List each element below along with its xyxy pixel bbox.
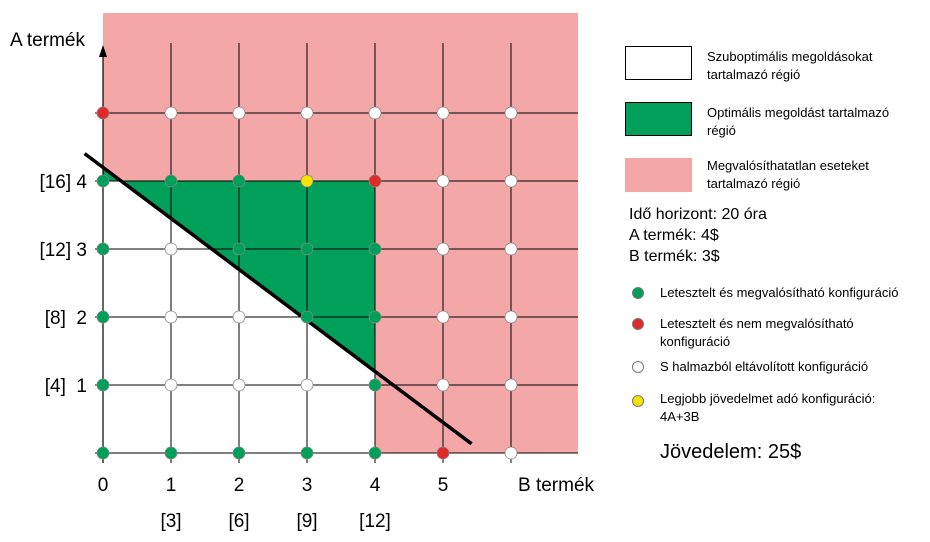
config-point-feasible [96, 174, 110, 188]
config-point-eliminated [300, 378, 314, 392]
config-point-feasible [96, 242, 110, 256]
config-point-feasible [96, 378, 110, 392]
config-point-feasible [368, 446, 382, 460]
configuration-points [96, 106, 518, 460]
x-tick-label: 1 [166, 475, 177, 496]
y-tick-label: [8] 2 [45, 308, 87, 329]
config-point-infeasible [368, 174, 382, 188]
config-point-feasible [300, 242, 314, 256]
config-point-feasible [232, 446, 246, 460]
config-point-eliminated [504, 378, 518, 392]
config-point-eliminated [436, 174, 450, 188]
y-axis-arrow [99, 45, 107, 57]
config-point-eliminated [300, 106, 314, 120]
config-point-feasible [232, 174, 246, 188]
config-point-feasible [368, 310, 382, 324]
axis-labels: A termék B termék 0 1 2 3 4 5 [3] [6] [9] [12] [4] 1… [10, 30, 595, 532]
config-point-feasible [300, 446, 314, 460]
x-sub-tick-label: [6] [228, 511, 249, 532]
config-point-eliminated [164, 310, 178, 324]
config-point-eliminated [504, 310, 518, 324]
y-axis-title: A termék [10, 30, 85, 51]
config-point-eliminated [504, 174, 518, 188]
y-tick-label: [16] 4 [39, 172, 87, 193]
config-point-eliminated [436, 378, 450, 392]
config-point-infeasible [96, 106, 110, 120]
x-tick-label: 4 [370, 475, 381, 496]
config-point-feasible [96, 310, 110, 324]
config-point-eliminated [504, 242, 518, 256]
x-sub-tick-label: [12] [359, 511, 391, 532]
config-point-eliminated [164, 378, 178, 392]
x-sub-tick-label: [9] [296, 511, 317, 532]
x-axis-title: B termék [518, 475, 595, 496]
config-point-eliminated [232, 310, 246, 324]
config-point-feasible [368, 242, 382, 256]
config-point-eliminated [164, 106, 178, 120]
config-point-eliminated [504, 446, 518, 460]
config-point-feasible [368, 378, 382, 392]
config-point-feasible [164, 446, 178, 460]
config-point-feasible [96, 446, 110, 460]
config-point-eliminated [436, 242, 450, 256]
config-point-eliminated [436, 106, 450, 120]
x-tick-label: 5 [438, 475, 449, 496]
y-tick-label: [4] 1 [45, 376, 87, 397]
y-tick-label: [12] 3 [39, 240, 87, 261]
constraint-line [83, 152, 473, 446]
x-tick-label: 3 [302, 475, 313, 496]
config-point-eliminated [436, 310, 450, 324]
config-point-eliminated [232, 378, 246, 392]
config-point-eliminated [504, 106, 518, 120]
config-point-feasible [300, 310, 314, 324]
config-point-eliminated [368, 106, 382, 120]
config-point-best [300, 174, 314, 188]
config-point-infeasible [436, 446, 450, 460]
config-point-feasible [232, 242, 246, 256]
x-tick-label: 0 [98, 475, 109, 496]
x-sub-tick-label: [3] [160, 511, 181, 532]
x-tick-label: 2 [234, 475, 245, 496]
config-point-feasible [164, 174, 178, 188]
config-point-eliminated [232, 106, 246, 120]
config-point-eliminated [164, 242, 178, 256]
